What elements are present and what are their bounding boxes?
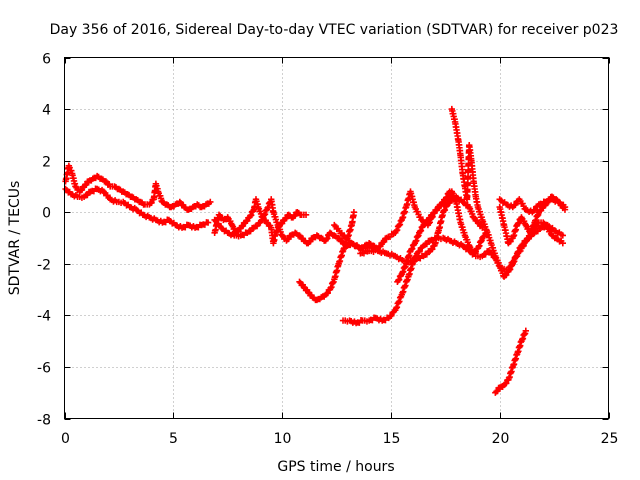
chart-title: Day 356 of 2016, Sidereal Day-to-day VTE… xyxy=(50,22,619,38)
x-axis-label: GPS time / hours xyxy=(277,459,394,475)
series-track-5 xyxy=(296,209,358,304)
y-tick-label: 4 xyxy=(42,103,51,119)
data-point-markers xyxy=(448,105,567,280)
data-point-markers xyxy=(296,209,358,304)
y-tick-label: 6 xyxy=(42,52,51,68)
y-tick-label: -8 xyxy=(37,413,51,429)
x-tick-label: 10 xyxy=(274,431,292,447)
data-point-markers xyxy=(496,193,569,247)
series-track-9 xyxy=(394,188,453,286)
series-track-10 xyxy=(448,105,567,280)
x-tick-label: 0 xyxy=(61,431,70,447)
plot-frame xyxy=(64,57,609,419)
x-tick-label: 20 xyxy=(492,431,510,447)
data-point-markers xyxy=(339,221,567,327)
y-tick-labels: -8 -6 -4 -2 0 2 4 6 xyxy=(37,52,51,429)
x-tick-label: 15 xyxy=(383,431,401,447)
axis-ticks xyxy=(64,57,610,420)
x-tick-label: 25 xyxy=(601,431,619,447)
data-point-markers xyxy=(62,185,212,231)
x-tick-label: 5 xyxy=(169,431,178,447)
data-point-markers xyxy=(394,188,453,286)
y-tick-label: -2 xyxy=(37,258,51,274)
series-track-8 xyxy=(357,193,486,266)
series-track-1 xyxy=(62,162,214,213)
x-tick-labels: 0 5 10 15 20 25 xyxy=(61,431,618,447)
series-track-12 xyxy=(496,193,569,247)
data-points xyxy=(62,105,569,396)
y-tick-label: -6 xyxy=(37,361,51,377)
data-point-markers xyxy=(62,162,214,213)
series-track-6 xyxy=(339,221,567,327)
series-track-13 xyxy=(492,327,530,396)
y-axis-label: SDTVAR / TECUs xyxy=(7,181,23,296)
data-point-markers xyxy=(357,193,486,266)
data-point-markers xyxy=(492,327,530,396)
series-track-2 xyxy=(62,185,212,231)
y-tick-label: 0 xyxy=(42,206,51,222)
y-tick-label: -4 xyxy=(37,309,51,325)
y-tick-label: 2 xyxy=(42,155,51,171)
